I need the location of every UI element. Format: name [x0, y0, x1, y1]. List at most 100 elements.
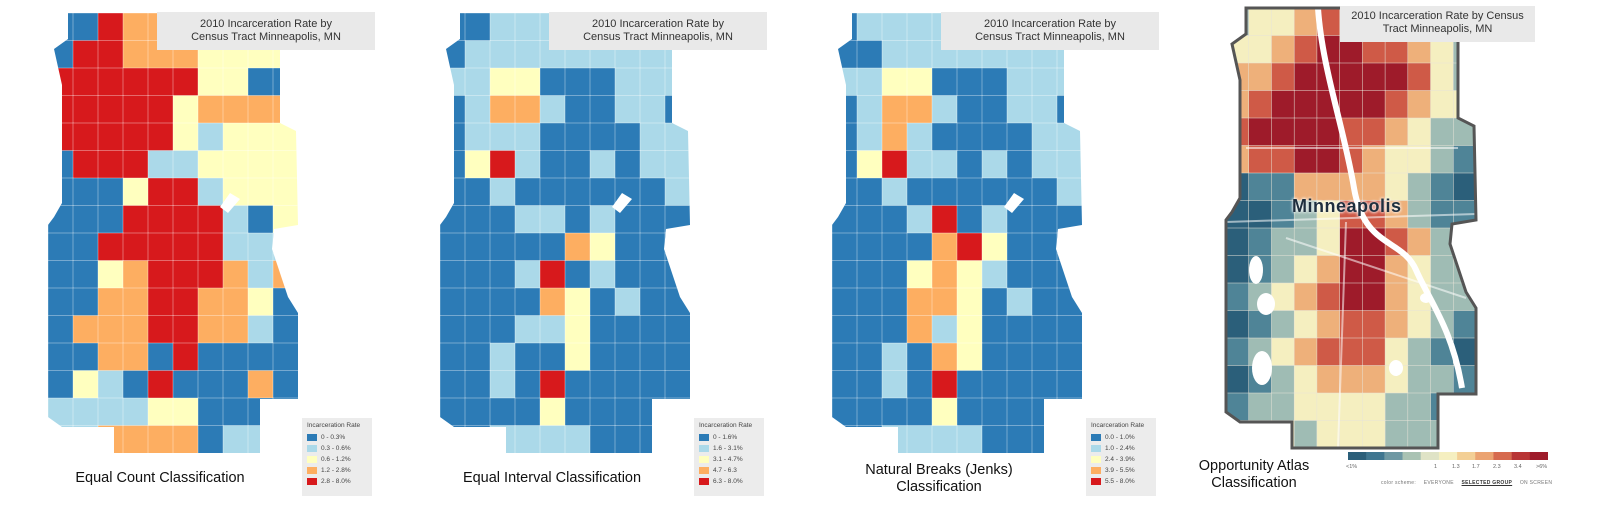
- census-tract: [881, 150, 908, 179]
- census-tract: [1031, 122, 1058, 152]
- census-tract: [147, 232, 174, 262]
- census-tract: [247, 342, 274, 372]
- census-tract: [464, 425, 491, 453]
- census-tract: [564, 95, 591, 124]
- census-tract: [906, 205, 933, 234]
- census-tract: [72, 425, 99, 453]
- census-tract: [464, 67, 491, 97]
- census-tract: [832, 315, 858, 344]
- census-tract: [222, 232, 249, 262]
- census-tract: [981, 260, 1008, 289]
- census-tract: [514, 232, 541, 262]
- census-tract: [931, 397, 958, 427]
- census-tract: [906, 260, 933, 289]
- census-tract: [440, 13, 466, 42]
- census-tract: [440, 67, 466, 97]
- tract-group: [440, 13, 690, 453]
- census-tract: [832, 67, 858, 97]
- legend-item: 1.6 - 3.1%: [699, 443, 759, 454]
- census-tract: [956, 150, 983, 179]
- census-tract: [956, 425, 983, 453]
- census-tract: [832, 287, 858, 317]
- scale-step: [1420, 452, 1440, 460]
- census-tract: [440, 95, 466, 124]
- census-tract: [1293, 310, 1318, 339]
- census-tract: [1248, 172, 1273, 202]
- map-title: 2010 Incarceration Rate by Census Tract …: [157, 12, 375, 50]
- census-tract: [539, 67, 566, 97]
- census-tract: [539, 232, 566, 262]
- census-tract: [1293, 8, 1318, 37]
- census-tract: [1056, 425, 1082, 453]
- river: [1315, 8, 1465, 389]
- census-tract: [1453, 420, 1476, 448]
- census-tract: [514, 397, 541, 427]
- census-tract: [881, 342, 908, 372]
- census-tract: [1293, 337, 1318, 367]
- census-tract: [72, 260, 99, 289]
- census-tract: [440, 122, 466, 152]
- scheme-option-on-screen[interactable]: ON SCREEN: [1519, 480, 1553, 486]
- census-tract: [931, 232, 958, 262]
- census-tract: [514, 13, 541, 42]
- census-tract: [1293, 392, 1318, 422]
- census-tract: [639, 370, 666, 399]
- census-tract: [981, 370, 1008, 399]
- census-tract: [1407, 62, 1432, 92]
- census-tract: [48, 177, 74, 207]
- census-tract: [1362, 365, 1386, 394]
- census-tract: [564, 205, 591, 234]
- choropleth-map-natural-breaks: [832, 13, 1082, 453]
- census-tract: [1271, 282, 1295, 312]
- census-tract: [564, 177, 591, 207]
- map-caption: Equal Count Classification: [75, 470, 245, 486]
- census-tract: [97, 177, 124, 207]
- census-tract: [464, 13, 491, 42]
- census-tract: [197, 397, 224, 427]
- legend-item: 3.1 - 4.7%: [699, 454, 759, 465]
- legend-swatch: [1091, 478, 1101, 485]
- legend-title: Incarceration Rate: [307, 422, 361, 429]
- census-tract: [856, 287, 883, 317]
- census-tract: [664, 150, 690, 179]
- scheme-option-everyone[interactable]: EVERYONE: [1423, 480, 1454, 486]
- census-tract: [122, 205, 149, 234]
- census-tract: [564, 67, 591, 97]
- census-tract: [1453, 145, 1476, 174]
- census-tract: [1430, 392, 1454, 422]
- census-tract: [1293, 62, 1318, 92]
- census-tract: [856, 122, 883, 152]
- census-tract: [1430, 145, 1454, 174]
- scale-tick: >6%: [1536, 464, 1548, 470]
- census-tract: [539, 342, 566, 372]
- census-tract: [1056, 150, 1082, 179]
- census-tract: [514, 40, 541, 69]
- census-tract: [272, 425, 298, 453]
- census-tract: [1226, 365, 1250, 394]
- census-tract: [122, 40, 149, 69]
- scheme-option-selected-group[interactable]: SELECTED GROUP: [1461, 480, 1513, 486]
- census-tract: [272, 150, 298, 179]
- map-panel-natural-breaks: 2010 Incarceration Rate by Census Tract …: [784, 0, 1176, 518]
- census-tract: [832, 342, 858, 372]
- census-tract: [1407, 227, 1432, 257]
- census-tract: [489, 67, 516, 97]
- census-tract: [832, 232, 858, 262]
- census-tract: [639, 397, 666, 427]
- census-tract: [589, 425, 616, 453]
- color-scale-bar: [1348, 452, 1548, 460]
- census-tract: [247, 397, 274, 427]
- census-tract: [539, 205, 566, 234]
- census-tract: [72, 95, 99, 124]
- map-panel-equal-interval: 2010 Incarceration Rate by Census Tract …: [392, 0, 784, 518]
- census-tract: [981, 67, 1008, 97]
- census-tract: [489, 397, 516, 427]
- census-tract: [72, 40, 99, 69]
- census-tract: [122, 13, 149, 42]
- census-tract: [956, 232, 983, 262]
- census-tract: [222, 150, 249, 179]
- census-tract: [1271, 35, 1295, 64]
- census-tract: [464, 40, 491, 69]
- census-tract: [514, 150, 541, 179]
- census-tract: [856, 95, 883, 124]
